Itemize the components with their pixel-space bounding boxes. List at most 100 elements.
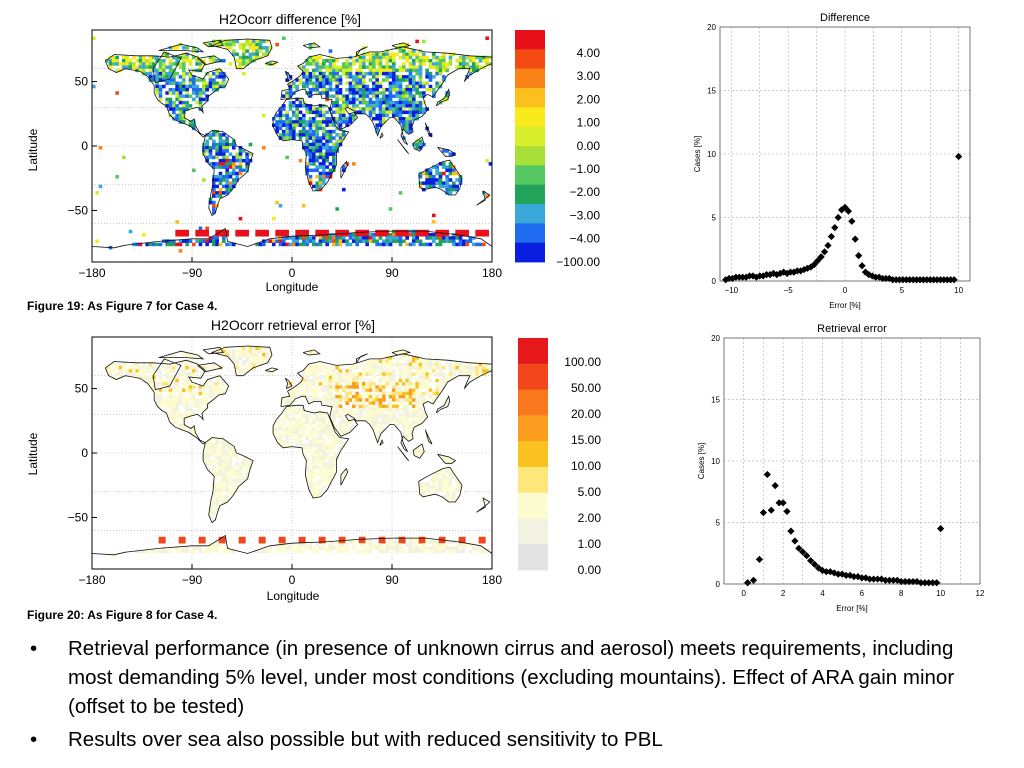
map-data-cell bbox=[238, 155, 243, 160]
map-data-cell bbox=[378, 71, 383, 76]
map-data-cell bbox=[238, 42, 243, 47]
map-data-cell bbox=[388, 404, 393, 409]
map-data-cell bbox=[218, 139, 223, 144]
map-data-cell bbox=[175, 420, 179, 425]
map-data-cell bbox=[172, 100, 176, 105]
map-data-cell bbox=[335, 427, 339, 431]
map-data-cell bbox=[442, 546, 446, 550]
map-data-cell bbox=[438, 65, 443, 69]
map-data-cell bbox=[338, 110, 343, 115]
map-data-cell bbox=[182, 78, 186, 82]
map-data-cell bbox=[182, 385, 186, 389]
map-data-cell bbox=[238, 171, 243, 176]
map-data-cell bbox=[322, 175, 326, 179]
map-data-cell bbox=[405, 123, 409, 127]
map-data-cell bbox=[265, 239, 269, 243]
map-data-cell bbox=[405, 395, 409, 399]
map-data-cell bbox=[325, 75, 329, 79]
map-data-cell bbox=[255, 52, 259, 57]
map-data-cell bbox=[352, 375, 356, 380]
map-data-cell bbox=[255, 362, 259, 367]
map-data-cell bbox=[402, 356, 406, 360]
map-data-cell bbox=[205, 459, 209, 463]
map-data-cell bbox=[375, 71, 379, 76]
scatter-point bbox=[865, 271, 873, 279]
map-data-cell bbox=[415, 236, 419, 240]
map-data-cell bbox=[388, 84, 393, 89]
map-data-cell bbox=[288, 427, 293, 431]
map-data-cell bbox=[215, 459, 219, 463]
map-data-cell bbox=[298, 382, 303, 386]
map-data-cell bbox=[308, 378, 313, 383]
map-data-cell bbox=[308, 62, 313, 66]
map-data-cell bbox=[362, 417, 366, 422]
map-data-cell bbox=[182, 366, 186, 370]
map-data-cell bbox=[392, 229, 396, 234]
map-data-cell bbox=[375, 362, 379, 367]
map-data-cell bbox=[368, 549, 373, 554]
map-data-cell bbox=[228, 459, 233, 463]
map-data-cell bbox=[335, 236, 339, 240]
map-data-cell bbox=[388, 414, 393, 418]
map-data-cell bbox=[405, 388, 409, 393]
map-data-cell bbox=[342, 94, 346, 98]
map-data-cell bbox=[218, 488, 223, 492]
map-data-cell bbox=[215, 456, 219, 460]
map-data-cell bbox=[225, 443, 229, 447]
map-data-cell bbox=[312, 482, 316, 486]
map-data-cell bbox=[185, 71, 189, 76]
map-data-cell bbox=[452, 184, 456, 189]
map-data-cell bbox=[432, 549, 436, 554]
map-data-cell bbox=[432, 543, 436, 547]
map-data-cell bbox=[192, 369, 196, 373]
map-data-cell bbox=[428, 242, 433, 247]
map-data-cell bbox=[125, 55, 129, 60]
map-data-cell bbox=[438, 236, 443, 240]
map-data-cell bbox=[312, 184, 316, 189]
map-data-cell bbox=[168, 97, 173, 102]
map-data-cell bbox=[158, 78, 163, 82]
map-data-cell bbox=[345, 97, 349, 102]
map-data-cell bbox=[402, 411, 406, 415]
map-data-cell bbox=[152, 375, 156, 380]
map-data-cell bbox=[445, 485, 449, 489]
map-data-cell bbox=[212, 239, 216, 243]
map-data-cell bbox=[418, 233, 423, 237]
map-data-cell bbox=[225, 385, 229, 389]
map-data-cell bbox=[185, 88, 189, 92]
map-data-cell bbox=[385, 546, 389, 550]
map-data-cell bbox=[442, 472, 446, 476]
map-data-cell bbox=[328, 427, 333, 431]
map-data-cell bbox=[358, 395, 363, 399]
map-data-cell bbox=[382, 391, 386, 396]
map-data-cell bbox=[362, 52, 366, 57]
map-x-tick-label: −180 bbox=[78, 266, 105, 280]
map-data-cell bbox=[188, 71, 193, 76]
map-data-cell bbox=[208, 446, 213, 451]
map-data-cell bbox=[312, 440, 316, 444]
map-data-cell bbox=[398, 88, 403, 92]
map-data-cell bbox=[228, 171, 233, 176]
map-data-cell bbox=[348, 427, 353, 431]
map-data-cell bbox=[468, 543, 473, 547]
map-data-cell bbox=[315, 366, 319, 370]
scatter-point bbox=[779, 499, 787, 507]
map-data-cell bbox=[222, 178, 226, 182]
map-data-cell bbox=[315, 491, 319, 496]
coastline-path bbox=[391, 349, 412, 356]
map-data-cell bbox=[422, 107, 426, 111]
map-data-cell bbox=[368, 55, 373, 60]
map-data-cell bbox=[128, 65, 133, 69]
map-data-cell bbox=[398, 94, 403, 98]
map-data-cell bbox=[332, 385, 336, 389]
map-data-cell bbox=[418, 378, 423, 383]
map-data-cell bbox=[192, 398, 196, 402]
map-data-cell bbox=[382, 385, 386, 389]
map-data-cell bbox=[352, 117, 356, 121]
map-data-cell bbox=[238, 366, 243, 370]
map-data-cell bbox=[368, 359, 373, 364]
map-data-cell bbox=[375, 52, 379, 57]
map-data-cell bbox=[335, 395, 339, 399]
legend-label: 0.00 bbox=[578, 563, 602, 577]
map-data-cell bbox=[328, 152, 333, 156]
